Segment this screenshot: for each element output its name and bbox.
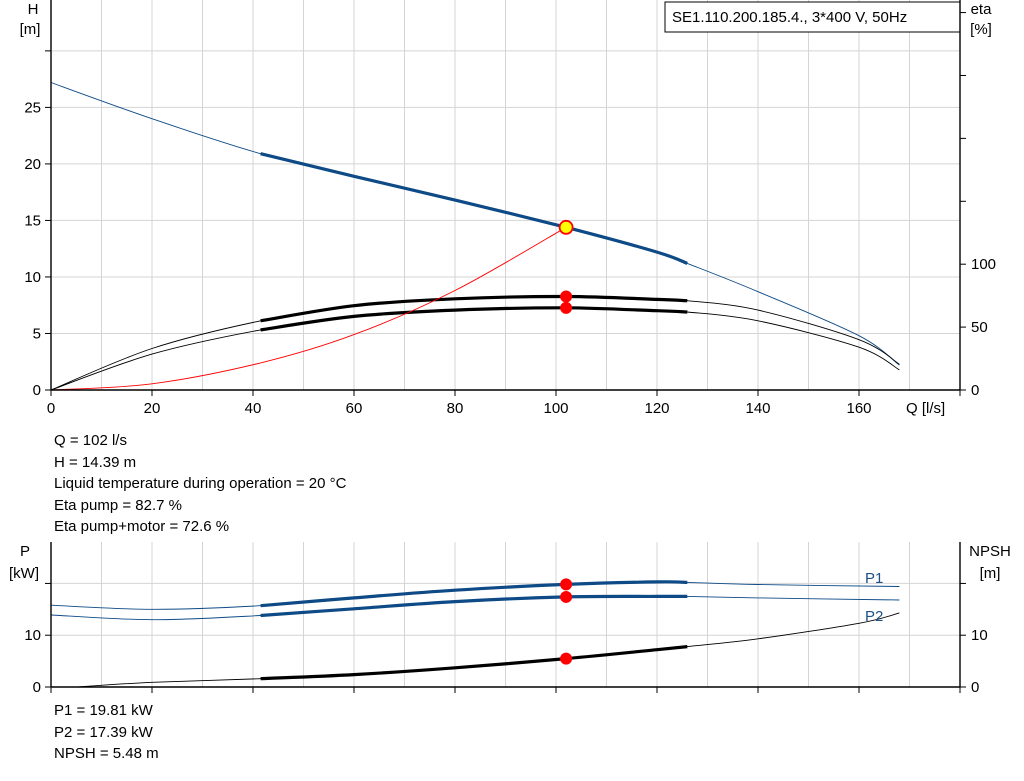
top-grid	[50, 0, 961, 391]
p1-value: P1 = 19.81 kW	[54, 702, 153, 719]
bottom-axes: 0 10 0 10	[24, 542, 988, 696]
head-value: H = 14.39 m	[54, 453, 137, 471]
head-curve	[50, 82, 900, 366]
left-tick-label: 0	[33, 679, 41, 696]
operating-point-marker	[560, 590, 573, 603]
right-tick-label: 100	[971, 256, 996, 273]
right-tick-label: 0	[971, 382, 979, 399]
model-label: SE1.110.200.185.4., 3*400 V, 50Hz	[672, 9, 907, 26]
top-axes: 0 20 40 60 80 100 120 140 160 0 5 10 15 20 25 0 50 100	[24, 0, 996, 417]
operating-point-marker	[560, 578, 573, 591]
power-values: P1 = 19.81 kW P2 = 17.39 kW NPSH = 5.48 …	[54, 700, 159, 765]
operating-point-marker	[560, 290, 573, 303]
npsh-curve-operating-range	[260, 645, 688, 681]
x-tick-label: 20	[144, 400, 161, 417]
eta-axis-symbol: eta	[971, 1, 993, 18]
eta_pump-curve-operating-range	[260, 294, 688, 323]
power-npsh-chart: 0 10 0 10 P [kW] NPSH [m] P1 P2	[9, 542, 1011, 696]
left-tick-label: 15	[24, 212, 41, 229]
eta_total-curve	[50, 307, 900, 391]
x-tick-label: 120	[644, 400, 669, 417]
head-curve-operating-range	[260, 152, 688, 265]
left-tick-label: 10	[24, 269, 41, 286]
eta-axis-unit: [%]	[970, 21, 992, 38]
left-tick-label: 5	[33, 325, 41, 342]
eta-pump-value: Eta pump = 82.7 %	[54, 496, 182, 514]
eta_total-curve-operating-range	[260, 306, 688, 332]
right-tick-label: 10	[971, 627, 988, 644]
left-tick-label: 0	[33, 382, 41, 399]
head-efficiency-chart: SE1.110.200.185.4., 3*400 V, 50Hz 0 20 40 6…	[20, 0, 996, 417]
x-tick-label: 60	[346, 400, 363, 417]
x-tick-label: 100	[543, 400, 568, 417]
p2-value: P2 = 17.39 kW	[54, 723, 153, 741]
x-tick-label: 40	[245, 400, 262, 417]
p1-curve-operating-range	[260, 580, 688, 608]
x-tick-label: 160	[846, 400, 871, 417]
model-label-box	[664, 1, 961, 33]
power-axis-symbol: P	[20, 543, 30, 560]
operating-point-values: Q = 102 l/s H = 14.39 m Liquid temperatu…	[54, 430, 346, 538]
left-tick-label: 10	[24, 627, 41, 644]
head-axis-symbol: H	[28, 1, 39, 18]
right-tick-label: 50	[971, 319, 988, 336]
top-curves	[50, 82, 900, 391]
p1-series-label: P1	[865, 570, 883, 587]
x-tick-label: 80	[447, 400, 464, 417]
flow-value: Q = 102 l/s	[54, 432, 127, 449]
x-tick-label: 0	[47, 400, 55, 417]
duty-point-marker	[558, 219, 574, 235]
system-curve	[50, 226, 567, 391]
right-tick-label: 0	[971, 679, 979, 696]
flow-axis-label: Q [l/s]	[906, 400, 945, 417]
p2-series-label: P2	[865, 608, 883, 625]
p1-curve	[50, 581, 900, 610]
npsh-axis-symbol: NPSH	[969, 543, 1011, 560]
operating-point-marker	[560, 301, 573, 314]
head-axis-unit: [m]	[20, 21, 41, 38]
left-tick-label: 20	[24, 156, 41, 173]
npsh-curve	[76, 612, 900, 688]
npsh-axis-unit: [m]	[980, 565, 1001, 582]
eta-pump-motor-value: Eta pump+motor = 72.6 %	[54, 518, 230, 535]
power-axis-unit: [kW]	[9, 565, 39, 582]
operating-point-marker	[560, 652, 573, 665]
x-tick-label: 140	[745, 400, 770, 417]
p2-curve-operating-range	[260, 594, 688, 618]
left-tick-label: 25	[24, 99, 41, 116]
liquid-temperature-value: Liquid temperature during operation = 20…	[54, 475, 347, 492]
npsh-value: NPSH = 5.48 m	[54, 745, 159, 762]
bottom-curves	[50, 578, 900, 688]
